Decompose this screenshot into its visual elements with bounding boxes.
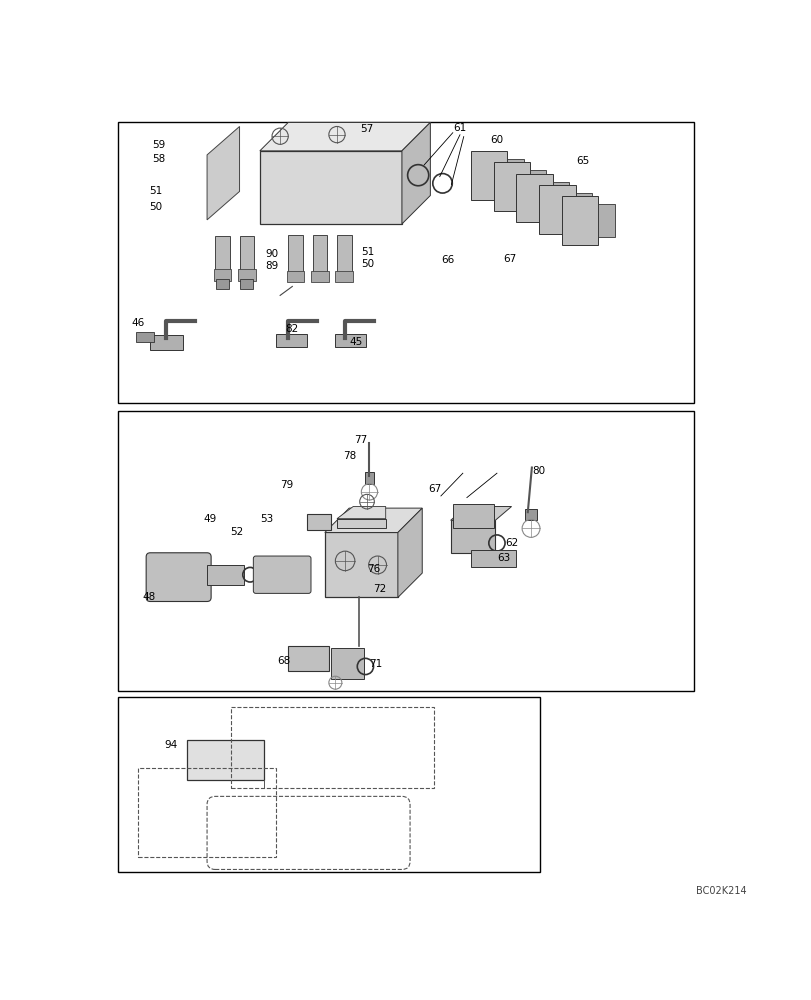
Text: 68: 68 <box>277 656 290 666</box>
Bar <box>239 236 254 273</box>
Text: 51: 51 <box>361 247 374 257</box>
Polygon shape <box>450 506 511 520</box>
Bar <box>470 550 515 567</box>
Text: 72: 72 <box>373 584 386 594</box>
Bar <box>187 740 264 780</box>
Bar <box>150 335 182 350</box>
Bar <box>507 159 523 191</box>
Bar <box>288 235 303 274</box>
Text: 50: 50 <box>361 259 374 269</box>
Bar <box>138 768 276 857</box>
Text: 50: 50 <box>149 202 162 212</box>
Bar <box>213 269 231 281</box>
Bar <box>575 193 591 226</box>
Bar <box>516 174 552 222</box>
Text: 76: 76 <box>367 564 380 574</box>
Text: 45: 45 <box>349 337 362 347</box>
Bar <box>276 334 307 347</box>
Polygon shape <box>207 126 239 220</box>
Text: 79: 79 <box>280 480 293 490</box>
Text: 90: 90 <box>265 249 278 259</box>
Bar <box>118 697 539 872</box>
Text: 71: 71 <box>368 659 381 669</box>
Polygon shape <box>324 508 422 532</box>
Bar <box>539 185 575 234</box>
Bar <box>231 707 434 788</box>
Bar <box>331 648 363 679</box>
Bar <box>335 334 366 347</box>
Bar <box>450 520 495 553</box>
Text: 58: 58 <box>152 154 165 164</box>
Text: 63: 63 <box>496 553 509 563</box>
Bar <box>136 332 154 342</box>
Bar <box>335 271 353 282</box>
Bar <box>337 519 385 528</box>
Bar <box>364 472 374 484</box>
Text: 61: 61 <box>453 123 466 133</box>
Bar <box>307 514 331 530</box>
Text: 51: 51 <box>149 186 162 196</box>
Bar <box>525 509 536 520</box>
Text: 59: 59 <box>152 140 165 150</box>
Polygon shape <box>337 506 385 519</box>
Text: 94: 94 <box>165 740 178 750</box>
Bar <box>337 235 351 274</box>
FancyBboxPatch shape <box>146 553 211 601</box>
Text: 46: 46 <box>131 318 144 328</box>
Bar <box>118 122 693 403</box>
Text: 60: 60 <box>490 135 503 145</box>
Bar <box>215 236 230 273</box>
Bar <box>312 235 327 274</box>
Bar <box>288 646 328 671</box>
Bar <box>286 271 304 282</box>
Bar <box>324 532 397 597</box>
Text: 78: 78 <box>343 451 356 461</box>
Bar <box>453 504 493 528</box>
Bar <box>238 269 255 281</box>
Text: 66: 66 <box>440 255 453 265</box>
Bar <box>216 279 229 289</box>
Text: 53: 53 <box>260 514 272 524</box>
Text: 65: 65 <box>576 156 589 166</box>
Bar <box>561 196 598 245</box>
Bar <box>207 565 243 585</box>
Text: BC02K214: BC02K214 <box>696 886 746 896</box>
Text: 52: 52 <box>230 527 243 537</box>
FancyBboxPatch shape <box>253 556 311 593</box>
Text: 48: 48 <box>143 592 156 602</box>
Bar <box>240 279 253 289</box>
Bar <box>470 151 507 200</box>
Text: 57: 57 <box>360 124 373 134</box>
Text: 89: 89 <box>265 261 278 271</box>
Text: 62: 62 <box>504 538 517 548</box>
Bar <box>260 151 401 224</box>
Text: 67: 67 <box>503 254 516 264</box>
Polygon shape <box>401 122 430 224</box>
Bar <box>311 271 328 282</box>
Bar <box>493 162 530 211</box>
Text: 80: 80 <box>531 466 544 476</box>
Polygon shape <box>260 122 430 151</box>
Bar <box>530 170 546 203</box>
Bar <box>552 182 569 214</box>
Bar <box>118 411 693 691</box>
Text: 82: 82 <box>285 324 298 334</box>
Text: 77: 77 <box>354 435 367 445</box>
Bar <box>598 204 614 237</box>
Text: 49: 49 <box>203 514 216 524</box>
Polygon shape <box>397 508 422 597</box>
Text: 67: 67 <box>428 484 441 494</box>
